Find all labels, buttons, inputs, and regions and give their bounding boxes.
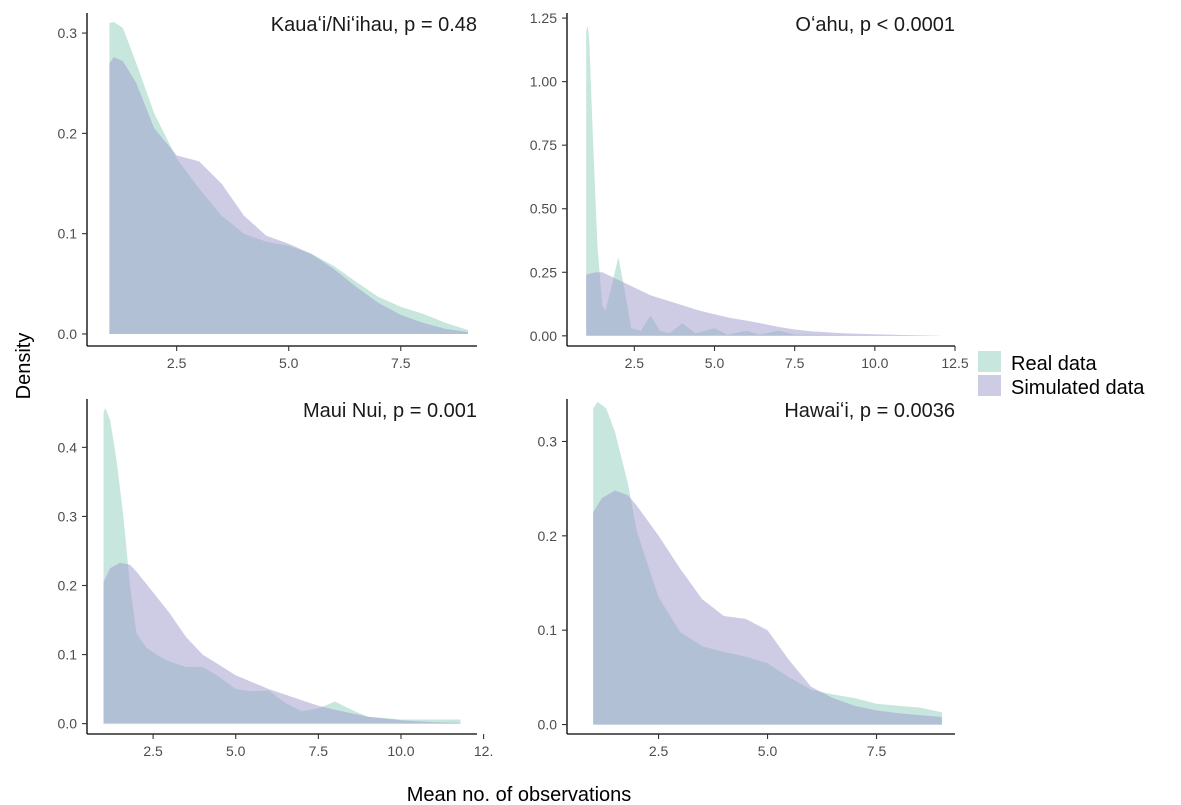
y-tick-label: 0.2: [538, 528, 558, 544]
y-tick-label: 0.1: [538, 622, 558, 638]
panel-title: Kauaʻi/Niʻihau, p = 0.48: [271, 14, 477, 36]
x-tick-label: 7.5: [309, 743, 329, 759]
y-tick-label: 0.0: [58, 326, 78, 342]
y-tick-label: 0.0: [538, 717, 558, 733]
density-area-real-data: [586, 25, 939, 336]
x-tick-label: 12.5: [941, 355, 968, 371]
legend-key-simulated-data: [978, 375, 1001, 396]
x-tick-label: 12.: [474, 743, 493, 759]
y-tick-label: 0.1: [58, 226, 78, 242]
panel-hawaii: 2.5 5.0 7.5 0.0 0.1 0.2 0.3 Hawaiʻi, p = 0.0036: [538, 399, 955, 759]
legend: Real data Simulated data: [978, 351, 1145, 399]
y-tick-label: 0.25: [530, 264, 557, 280]
panel-maui-nui: 2.5 5.0 7.5 10.0 12. 0.0 0.1 0.2 0.3 0.4 Maui Nui,…: [58, 399, 493, 759]
legend-key-real-data: [978, 351, 1001, 372]
density-area-simulated-data: [103, 562, 461, 724]
y-tick-label: 0.3: [58, 508, 78, 524]
y-tick-label: 0.2: [58, 577, 78, 593]
y-tick-label: 0.75: [530, 137, 557, 153]
y-tick-label: 0.50: [530, 201, 557, 217]
x-tick-label: 2.5: [167, 355, 187, 371]
x-tick-label: 2.5: [649, 743, 669, 759]
y-tick-label: 1.25: [530, 10, 557, 26]
x-tick-label: 7.5: [391, 355, 411, 371]
density-area-simulated-data: [586, 272, 939, 336]
x-tick-label: 7.5: [867, 743, 887, 759]
x-tick-label: 7.5: [785, 355, 805, 371]
x-tick-label: 5.0: [226, 743, 246, 759]
y-tick-label: 0.1: [58, 647, 78, 663]
legend-label-simulated-data: Simulated data: [1011, 377, 1145, 399]
legend-label-real-data: Real data: [1011, 353, 1097, 375]
y-tick-label: 0.2: [58, 125, 78, 141]
x-tick-label: 5.0: [705, 355, 725, 371]
panel-title: Hawaiʻi, p = 0.0036: [784, 400, 955, 422]
x-tick-label: 5.0: [758, 743, 778, 759]
y-axis-title: Density: [13, 333, 35, 400]
panel-title: Maui Nui, p = 0.001: [303, 400, 477, 422]
y-tick-label: 0.3: [58, 25, 78, 41]
x-tick-label: 2.5: [143, 743, 163, 759]
y-tick-label: 0.3: [538, 433, 558, 449]
density-area-simulated-data: [593, 490, 942, 725]
x-tick-label: 2.5: [625, 355, 645, 371]
y-tick-label: 0.0: [58, 716, 78, 732]
x-axis-title: Mean no. of observations: [407, 784, 632, 805]
y-tick-label: 1.00: [530, 74, 557, 90]
density-area-simulated-data: [109, 57, 469, 334]
y-tick-label: 0.4: [58, 439, 78, 455]
panel-kauai-niihau: 2.5 5.0 7.5 0.0 0.1 0.2 0.3 Kauaʻi/Niʻihau, p =…: [58, 13, 477, 371]
x-tick-label: 10.0: [387, 743, 414, 759]
panel-oahu: 2.5 5.0 7.5 10.0 12.5 0.00 0.25 0.50 0.75 1.00 1.2…: [530, 10, 969, 371]
x-tick-label: 10.0: [861, 355, 888, 371]
x-tick-label: 5.0: [279, 355, 299, 371]
y-tick-label: 0.00: [530, 328, 557, 344]
panel-title: Oʻahu, p < 0.0001: [795, 14, 955, 36]
